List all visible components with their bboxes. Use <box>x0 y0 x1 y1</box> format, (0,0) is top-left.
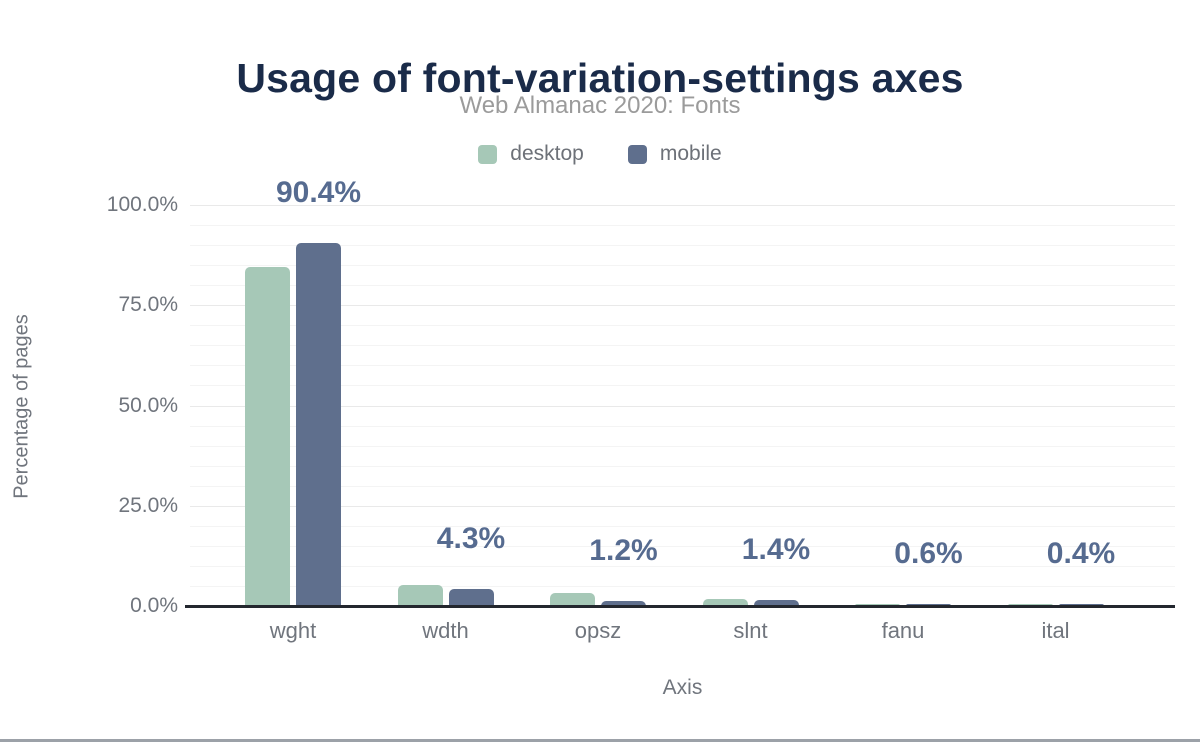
gridline-minor <box>190 325 1175 327</box>
gridline-minor <box>190 345 1175 347</box>
y-tick-label: 100.0% <box>106 193 178 216</box>
bar-mobile-wdth <box>448 588 494 606</box>
gridline-major <box>190 205 1175 206</box>
gridline-major <box>190 405 1175 407</box>
gridline-minor <box>190 385 1175 387</box>
bottom-border <box>0 739 1200 742</box>
x-tick-label-fanu: fanu <box>881 618 925 643</box>
gridline-minor <box>190 485 1175 487</box>
gridline-minor <box>190 365 1175 367</box>
bar-value-label-slnt: 1.4% <box>741 533 811 567</box>
x-tick-label-ital: ital <box>1041 618 1070 643</box>
chart-subtitle: Web Almanac 2020: Fonts <box>459 92 741 119</box>
gridline-minor <box>190 445 1175 447</box>
x-axis-line <box>185 604 1175 608</box>
chart-title: Usage of font-variation-settings axes <box>236 55 964 102</box>
gridline-minor <box>190 285 1175 287</box>
legend-item-desktop: desktop <box>478 142 584 166</box>
legend-label-mobile: mobile <box>659 142 722 165</box>
bar-desktop-slnt <box>702 599 748 606</box>
gridline-minor <box>190 525 1175 527</box>
y-tick-label: 50.0% <box>118 393 178 417</box>
bar-value-label-wght: 90.4% <box>275 176 362 210</box>
gridline-minor <box>190 265 1175 267</box>
gridline-minor <box>190 225 1175 227</box>
gridline-minor <box>190 565 1175 567</box>
bar-value-label-ital: 0.4% <box>1046 537 1116 571</box>
bar-value-label-wdth: 4.3% <box>436 521 506 555</box>
gridline-major <box>190 305 1175 307</box>
legend: desktop mobile <box>0 142 1200 166</box>
bar-mobile-wght <box>296 243 341 606</box>
x-axis-title: Axis <box>662 676 703 699</box>
x-tick-label-slnt: slnt <box>733 618 768 643</box>
gridline-major <box>190 505 1175 507</box>
gridline-minor <box>190 245 1175 247</box>
bar-desktop-wght <box>245 267 290 606</box>
legend-swatch-mobile-icon <box>627 144 647 164</box>
y-axis-title: Percentage of pages <box>10 314 33 499</box>
gridline-minor <box>190 545 1175 547</box>
gridline-minor <box>190 425 1175 427</box>
bar-value-label-opsz: 1.2% <box>589 534 658 568</box>
y-tick-label: 0.0% <box>130 594 178 617</box>
y-tick-label: 25.0% <box>118 493 178 517</box>
bar-desktop-wdth <box>397 585 443 606</box>
legend-swatch-desktop-icon <box>478 144 498 164</box>
bar-desktop-opsz <box>550 593 595 606</box>
bar-mobile-slnt <box>753 600 799 606</box>
bar-value-label-fanu: 0.6% <box>894 536 963 570</box>
x-tick-label-wght: wght <box>269 618 317 643</box>
bar-mobile-opsz <box>601 601 646 606</box>
legend-label-desktop: desktop <box>510 142 584 165</box>
gridline-minor <box>190 465 1175 467</box>
gridline-minor <box>190 585 1175 587</box>
legend-item-mobile: mobile <box>627 142 722 166</box>
y-tick-label: 75.0% <box>118 293 178 317</box>
x-tick-label-opsz: opsz <box>574 618 622 643</box>
x-tick-label-wdth: wdth <box>422 618 469 643</box>
